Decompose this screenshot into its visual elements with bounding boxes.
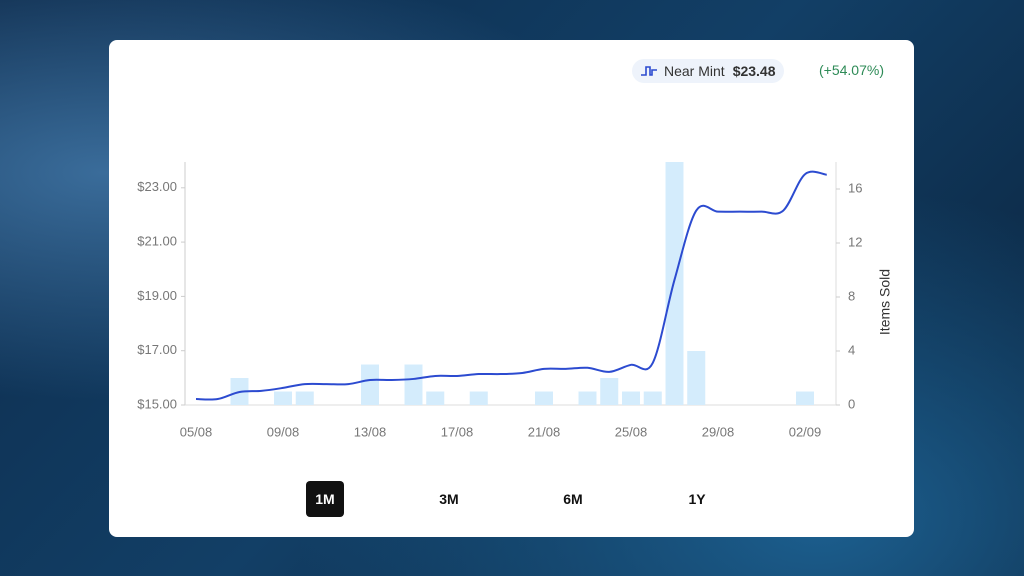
bar bbox=[622, 391, 640, 405]
range-button[interactable]: 1Y bbox=[688, 491, 706, 507]
x-tick-label: 02/09 bbox=[789, 424, 822, 439]
y2-tick-label: 0 bbox=[848, 396, 855, 411]
bar bbox=[426, 391, 445, 405]
range-button[interactable]: 6M bbox=[563, 491, 583, 507]
y2-tick-label: 4 bbox=[848, 342, 855, 357]
y2-axis-title: Items Sold bbox=[877, 269, 893, 335]
x-tick-label: 25/08 bbox=[615, 424, 648, 439]
current-price: $23.48 bbox=[732, 63, 776, 79]
legend-chip[interactable]: Near Mint $23.48 bbox=[632, 59, 784, 83]
x-tick-label: 09/08 bbox=[267, 424, 300, 439]
x-tick-label: 17/08 bbox=[441, 424, 474, 439]
x-tick-label: 21/08 bbox=[528, 424, 561, 439]
y2-tick-label: 8 bbox=[848, 288, 855, 303]
x-tick-label: 13/08 bbox=[354, 424, 387, 439]
bar bbox=[295, 391, 314, 405]
y2-tick-label: 16 bbox=[848, 180, 862, 195]
bar bbox=[796, 391, 814, 405]
y-tick-label: $19.00 bbox=[137, 288, 177, 303]
price-line bbox=[195, 170, 827, 401]
bar bbox=[535, 391, 553, 405]
y2-tick-label: 12 bbox=[848, 234, 862, 249]
series-name: Near Mint bbox=[664, 63, 725, 79]
bar bbox=[404, 364, 423, 405]
bar bbox=[643, 391, 662, 405]
y-tick-label: $15.00 bbox=[137, 396, 177, 411]
x-tick-label: 29/08 bbox=[702, 424, 735, 439]
bar bbox=[469, 391, 488, 405]
step-icon bbox=[641, 66, 657, 76]
bar bbox=[274, 391, 292, 405]
range-button[interactable]: 3M bbox=[439, 491, 459, 507]
bar bbox=[578, 391, 597, 405]
y-tick-label: $23.00 bbox=[137, 179, 177, 194]
price-change: (+54.07%) bbox=[819, 62, 884, 78]
bar bbox=[687, 351, 706, 405]
x-tick-label: 05/08 bbox=[180, 424, 213, 439]
range-buttons: 1M 3M 6M 1Y bbox=[306, 481, 802, 517]
y-tick-label: $21.00 bbox=[137, 234, 177, 249]
bar bbox=[361, 364, 379, 405]
bar bbox=[600, 378, 619, 405]
price-card: Near Mint $23.48 (+54.07%) 1M 3M 6M 1Y bbox=[109, 40, 914, 537]
range-button[interactable]: 1M bbox=[306, 481, 344, 517]
y-tick-label: $17.00 bbox=[137, 342, 177, 357]
